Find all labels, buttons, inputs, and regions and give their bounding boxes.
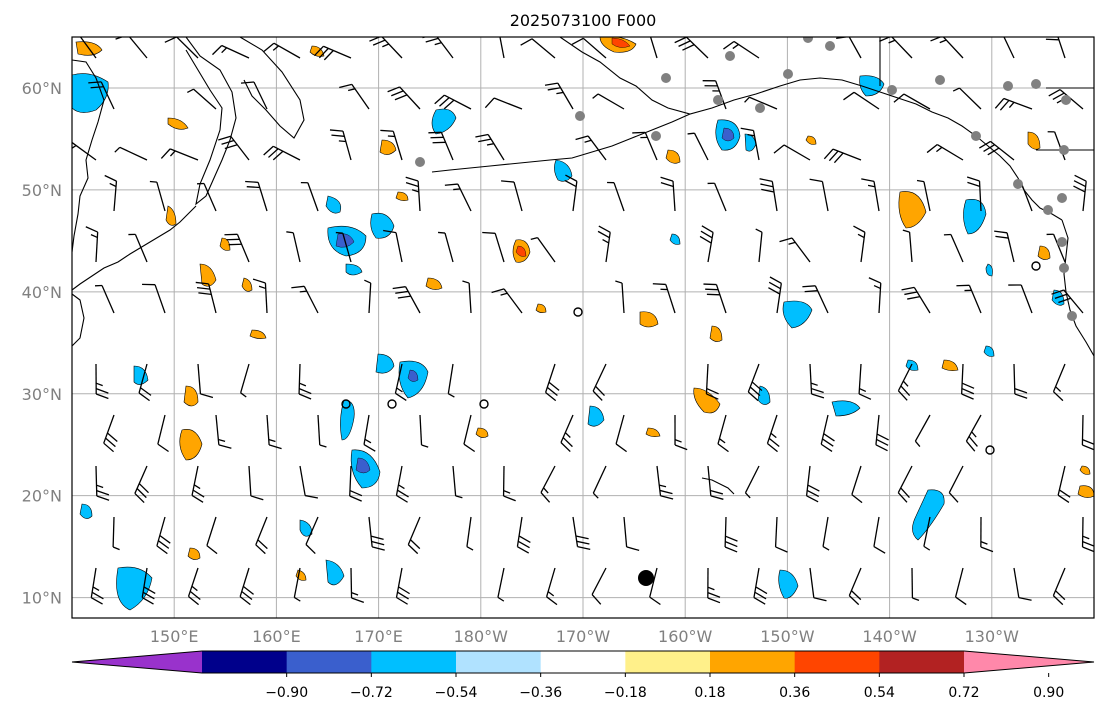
colorbar-segment bbox=[287, 651, 372, 673]
station-marker bbox=[1059, 263, 1069, 273]
latitude-label: 40°N bbox=[22, 283, 62, 302]
station-marker bbox=[971, 131, 981, 141]
longitude-label: 150°W bbox=[760, 627, 815, 646]
longitude-label: 180°W bbox=[454, 627, 509, 646]
station-marker bbox=[575, 111, 585, 121]
station-marker bbox=[825, 41, 835, 51]
station-marker bbox=[1013, 179, 1023, 189]
latitude-label: 20°N bbox=[22, 487, 62, 506]
station-marker bbox=[887, 85, 897, 95]
latitude-label: 30°N bbox=[22, 385, 62, 404]
station-marker bbox=[935, 75, 945, 85]
longitude-label: 150°E bbox=[150, 627, 199, 646]
colorbar-extend-min bbox=[72, 651, 202, 673]
colorbar-segment bbox=[710, 651, 795, 673]
station-marker bbox=[803, 33, 813, 43]
station-marker bbox=[415, 157, 425, 167]
longitude-label: 170°E bbox=[354, 627, 403, 646]
station-marker bbox=[1061, 95, 1071, 105]
colorbar-segment bbox=[371, 651, 456, 673]
longitude-label: 160°W bbox=[658, 627, 713, 646]
longitude-label: 140°W bbox=[862, 627, 917, 646]
colorbar-segment bbox=[541, 651, 626, 673]
longitude-label: 160°E bbox=[252, 627, 301, 646]
colorbar-tick-label: −0.36 bbox=[519, 685, 562, 701]
station-marker bbox=[1031, 79, 1041, 89]
colorbar-segment bbox=[202, 651, 287, 673]
latitude-label: 10°N bbox=[22, 589, 62, 608]
colorbar-tick-label: −0.90 bbox=[265, 685, 308, 701]
colorbar-tick-label: 0.36 bbox=[779, 685, 810, 701]
station-marker bbox=[1057, 193, 1067, 203]
center-marker bbox=[638, 570, 654, 586]
colorbar-tick-label: 0.72 bbox=[948, 685, 979, 701]
station-marker bbox=[713, 95, 723, 105]
longitude-label: 130°W bbox=[965, 627, 1020, 646]
station-marker bbox=[783, 69, 793, 79]
station-marker bbox=[755, 103, 765, 113]
colorbar-segment bbox=[795, 651, 880, 673]
latitude-label: 60°N bbox=[22, 79, 62, 98]
station-marker bbox=[1003, 81, 1013, 91]
longitude-label: 170°W bbox=[556, 627, 611, 646]
colorbar-tick-label: −0.54 bbox=[435, 685, 478, 701]
colorbar-segment bbox=[625, 651, 710, 673]
latitude-label: 50°N bbox=[22, 181, 62, 200]
station-marker bbox=[651, 131, 661, 141]
longitude-labels: 150°E 160°E 170°E 180°W 170°W 160°W 150°W 140°W… bbox=[150, 627, 1019, 646]
colorbar-tick-label: 0.54 bbox=[864, 685, 895, 701]
station-marker bbox=[1043, 205, 1053, 215]
latitude-labels: 60°N 50°N 40°N 30°N 20°N 10°N bbox=[22, 79, 62, 608]
colorbar: −0.90 −0.72 −0.54 −0.36 −0.18 0.18 0.36 0.54 0.7… bbox=[72, 651, 1094, 701]
colorbar-tick-label: −0.18 bbox=[604, 685, 647, 701]
colorbar-tick-label: −0.72 bbox=[350, 685, 393, 701]
station-marker bbox=[1067, 311, 1077, 321]
colorbar-segment bbox=[456, 651, 541, 673]
station-marker bbox=[1059, 145, 1069, 155]
station-marker bbox=[661, 73, 671, 83]
map-title: 2025073100 F000 bbox=[510, 11, 657, 30]
colorbar-segment bbox=[879, 651, 964, 673]
colorbar-tick-label: 0.90 bbox=[1033, 685, 1064, 701]
colorbar-extend-max bbox=[964, 651, 1094, 673]
station-marker bbox=[1057, 237, 1067, 247]
colorbar-tick-label: 0.18 bbox=[694, 685, 725, 701]
station-marker bbox=[725, 51, 735, 61]
